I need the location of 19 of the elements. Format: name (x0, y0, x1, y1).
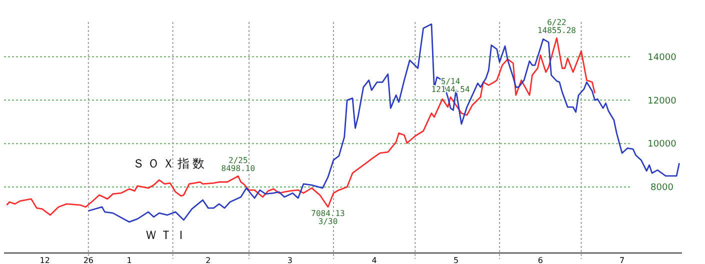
y-tick-label: 12000 (648, 96, 677, 106)
y-tick-label: 14000 (648, 52, 677, 63)
line-series (6, 37, 596, 216)
x-tick-label: 1 (126, 256, 132, 264)
annotation: 6/22 14855.28 (537, 18, 576, 36)
y-tick-label: 8000 (650, 183, 674, 194)
x-tick-label: 4 (372, 256, 377, 264)
x-tick-label: 26 (83, 256, 94, 264)
x-tick-label: 12 (40, 256, 50, 264)
annotation: 7084.13 3/30 (311, 208, 346, 226)
annotation: 2/25 8498.10 (221, 156, 256, 174)
y-tick-label: 10000 (648, 140, 677, 150)
x-tick-label: 3 (287, 256, 292, 264)
series-label: ＳＯＸ指数 (132, 156, 208, 170)
x-tick-label: 7 (620, 256, 625, 264)
x-tick-label: 5 (453, 256, 459, 264)
x-tick-label: 6 (538, 256, 543, 264)
series-label: ＷＴＩ (144, 228, 190, 242)
x-tick-label: 2 (206, 256, 211, 264)
